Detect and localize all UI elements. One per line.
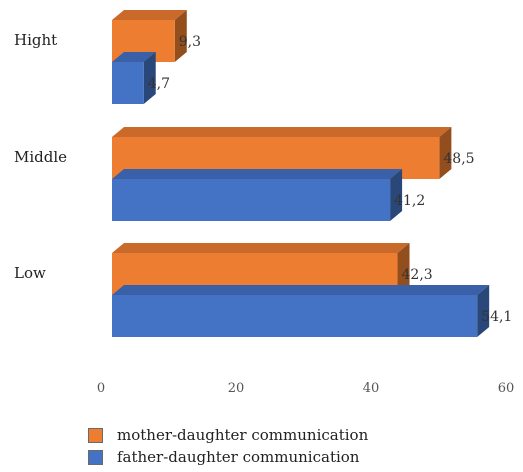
value-label-mother-hight: 9,3 <box>179 34 201 50</box>
legend: mother-daughter communication father-dau… <box>88 424 508 468</box>
bar-front-face <box>112 295 477 337</box>
value-label-father-low: 54,1 <box>481 309 512 325</box>
bar-father-low <box>112 285 489 337</box>
bar-top-face <box>112 10 187 20</box>
bar-top-face <box>112 169 402 179</box>
bar-front-face <box>112 62 144 104</box>
legend-item-father: father-daughter communication <box>88 446 508 468</box>
bar-father-middle <box>112 169 402 221</box>
bar-front-face <box>112 179 390 221</box>
value-label-mother-low: 42,3 <box>402 267 433 283</box>
value-label-mother-middle: 48,5 <box>443 151 474 167</box>
category-label-low: Low <box>14 264 46 282</box>
bar-top-face <box>112 285 489 295</box>
x-tick-label: 0 <box>97 381 105 396</box>
bar-top-face <box>112 243 410 253</box>
bars-layer <box>112 10 489 337</box>
x-tick-label: 60 <box>498 381 515 396</box>
category-label-hight: Hight <box>14 31 57 49</box>
legend-label-mother: mother-daughter communication <box>117 426 368 444</box>
legend-label-father: father-daughter communication <box>117 448 359 466</box>
value-label-father-middle: 41,2 <box>394 193 425 209</box>
legend-item-mother: mother-daughter communication <box>88 424 508 446</box>
legend-swatch-mother <box>88 428 103 443</box>
legend-swatch-father <box>88 450 103 465</box>
category-label-middle: Middle <box>14 148 67 166</box>
value-label-father-hight: 4,7 <box>148 76 170 92</box>
x-tick-label: 40 <box>363 381 380 396</box>
x-tick-label: 20 <box>228 381 245 396</box>
bar-top-face <box>112 127 451 137</box>
